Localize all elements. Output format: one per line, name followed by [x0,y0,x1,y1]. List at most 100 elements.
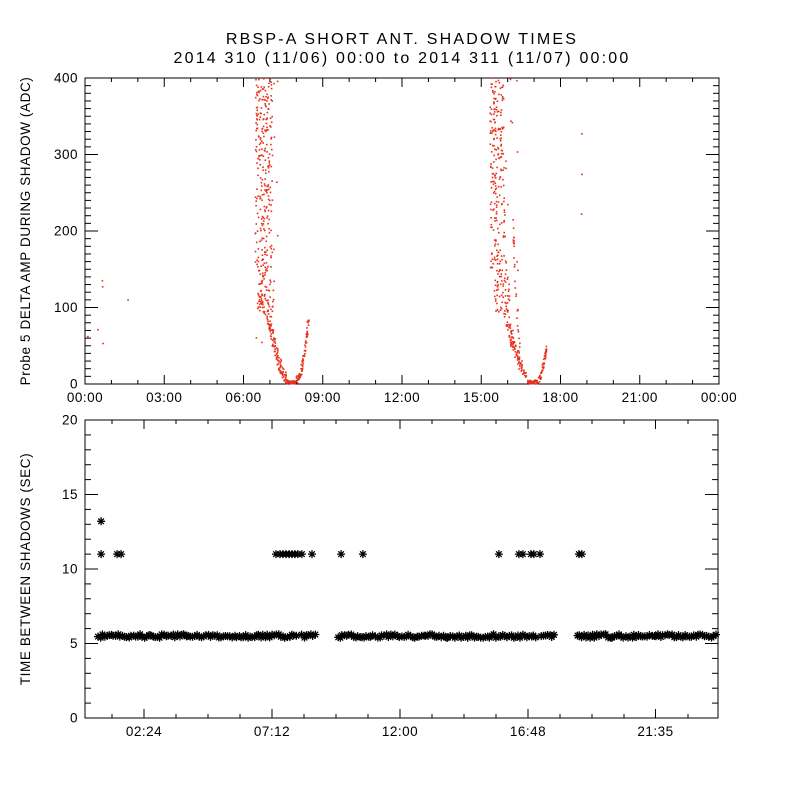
data-point [265,269,267,272]
data-point [255,78,257,81]
data-point [506,324,508,326]
data-point [510,336,513,339]
data-point [259,159,261,161]
data-point [272,345,274,347]
data-point [498,262,501,265]
data-point [256,109,258,112]
data-point [264,253,266,256]
data-point [263,98,265,101]
data-point [493,190,496,193]
data-point [306,320,309,323]
data-point [501,128,504,130]
data-point [498,194,501,197]
data-point [266,269,268,272]
data-point [500,294,503,297]
data-point [500,109,503,111]
data-point [497,288,499,291]
data-point [500,168,502,171]
data-point [301,365,304,368]
data-point [303,349,306,352]
x-tick-label: 12:00 [382,724,418,739]
data-point [271,328,273,331]
data-point [490,163,492,165]
data-point [260,218,263,220]
data-point [490,130,492,132]
data-point [261,154,263,156]
data-point [260,229,262,232]
data-point [264,285,266,288]
data-point [489,112,491,115]
data-point [542,366,545,368]
data-point [505,167,507,170]
data-point [495,239,497,241]
data-point [501,269,503,272]
data-point [269,324,272,326]
data-point [510,341,513,344]
chart-title: RBSP-A SHORT ANT. SHADOW TIMES [225,31,579,48]
data-point [494,91,496,93]
data-point [525,375,528,377]
data-point [494,279,496,282]
data-point [495,206,498,208]
data-point [525,372,527,374]
data-point [261,88,264,90]
data-point [517,363,519,365]
data-point [267,323,270,325]
data-point [282,374,284,377]
data-point [293,382,295,384]
data-point [492,209,494,211]
data-point [255,150,258,153]
data-point [266,267,268,270]
data-point [269,320,271,322]
data-point [491,144,494,147]
data-point [495,106,498,108]
data-point [262,95,265,98]
data-point [263,78,265,80]
data-point [507,298,510,300]
data-point [302,355,304,357]
data-point [505,160,507,162]
data-point [261,130,263,133]
x-tick-label: 07:12 [254,724,290,739]
data-point [297,376,300,378]
data-point [516,79,518,82]
data-point [512,346,514,349]
data-point [265,122,268,125]
data-point [259,164,261,166]
data-point [279,363,282,366]
data-point [494,148,496,150]
data-point [263,86,265,88]
y-tick-label: 0 [70,377,78,392]
data-point [542,362,544,365]
asterisk-point [535,549,545,559]
data-point [536,382,538,385]
data-point [502,235,505,237]
data-point [495,211,498,213]
data-point [270,266,272,268]
data-point [536,381,538,384]
data-point [261,224,264,227]
data-point [266,215,269,217]
data-point [492,229,495,231]
data-point [264,129,266,132]
data-point [516,151,519,153]
data-point [263,306,265,309]
data-point [513,236,515,239]
data-point [269,329,272,332]
data-point [505,302,507,305]
data-point [270,323,273,325]
data-point [265,129,268,131]
data-point [519,342,521,345]
data-point [267,209,270,212]
data-point [503,209,506,211]
data-point [541,369,544,371]
data-point [495,310,497,312]
data-point [271,251,274,254]
data-point [257,306,260,308]
data-point [258,149,261,151]
data-point [496,111,499,113]
data-point [293,380,296,382]
data-point [501,86,504,88]
data-point [268,218,270,221]
data-point [285,382,287,384]
